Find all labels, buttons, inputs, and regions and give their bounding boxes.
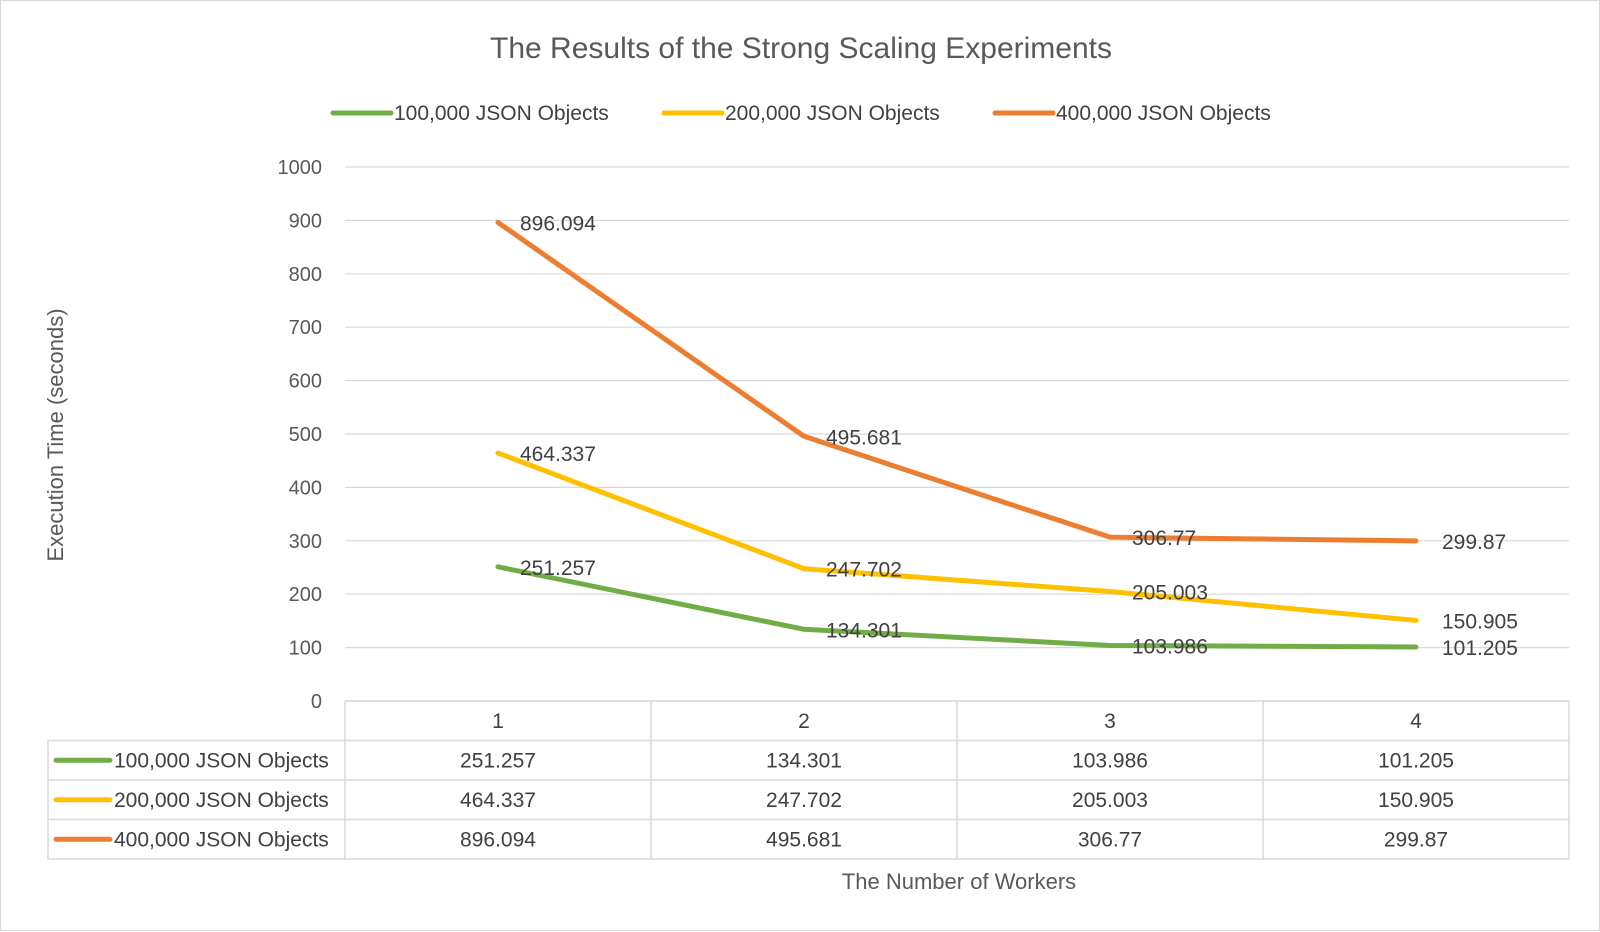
legend-label: 400,000 JSON Objects <box>1056 102 1271 125</box>
table-cell: 150.905 <box>1378 789 1454 812</box>
table-cell: 205.003 <box>1072 789 1148 812</box>
y-axis-title: Execution Time (seconds) <box>43 308 68 561</box>
y-tick-label: 200 <box>289 584 322 606</box>
x-tick-label: 4 <box>1410 710 1422 733</box>
y-axis-ticks: 0 100 200 300 400 500 600 700 800 900 1000 <box>278 157 323 713</box>
data-label: 103.986 <box>1132 635 1208 658</box>
legend-label: 200,000 JSON Objects <box>725 102 940 125</box>
y-tick-label: 900 <box>289 210 322 232</box>
series-lines <box>495 219 1419 650</box>
table-cell: 251.257 <box>460 749 536 772</box>
series-line <box>495 450 1419 623</box>
chart-title: The Results of the Strong Scaling Experi… <box>490 32 1112 65</box>
y-tick-label: 300 <box>289 531 322 553</box>
table-cell: 464.337 <box>460 789 536 812</box>
data-labels: 251.257 134.301 103.986 101.205 464.337 247.7… <box>520 212 1518 659</box>
legend: 100,000 JSON Objects 200,000 JSON Objects… <box>330 102 1271 125</box>
data-label: 306.77 <box>1132 527 1196 550</box>
data-label: 464.337 <box>520 443 596 466</box>
y-tick-label: 100 <box>289 638 322 660</box>
x-tick-label: 1 <box>492 710 504 733</box>
data-label: 495.681 <box>826 426 902 449</box>
table-cell: 896.094 <box>460 828 536 851</box>
series-line <box>495 219 1419 544</box>
y-tick-label: 600 <box>289 371 322 393</box>
data-label: 205.003 <box>1132 582 1208 605</box>
gridlines <box>345 166 1569 702</box>
data-label: 134.301 <box>826 619 902 642</box>
data-label: 299.87 <box>1442 531 1506 554</box>
table-cell: 495.681 <box>766 828 842 851</box>
table-cell: 134.301 <box>766 749 842 772</box>
table-row-label: 100,000 JSON Objects <box>114 749 329 772</box>
data-label: 251.257 <box>520 557 596 580</box>
y-tick-label: 500 <box>289 424 322 446</box>
y-tick-label: 800 <box>289 264 322 286</box>
y-tick-label: 400 <box>289 477 322 499</box>
table-row-label: 400,000 JSON Objects <box>114 828 329 851</box>
table-cell: 299.87 <box>1384 828 1448 851</box>
table-cell: 101.205 <box>1378 749 1454 772</box>
table-cell: 103.986 <box>1072 749 1148 772</box>
series-line <box>495 564 1419 650</box>
table-cell: 306.77 <box>1078 828 1142 851</box>
legend-label: 100,000 JSON Objects <box>394 102 609 125</box>
y-tick-label: 0 <box>311 691 322 713</box>
table-cell: 247.702 <box>766 789 842 812</box>
x-axis-title: The Number of Workers <box>842 869 1076 894</box>
data-label: 101.205 <box>1442 637 1518 660</box>
y-tick-label: 1000 <box>278 157 323 179</box>
y-tick-label: 700 <box>289 317 322 339</box>
data-table: 1 2 3 4 100,000 JSON Objects 251.257 134.301 10… <box>47 700 1570 860</box>
data-label: 896.094 <box>520 212 596 235</box>
x-tick-label: 3 <box>1104 710 1116 733</box>
data-label: 150.905 <box>1442 610 1518 633</box>
data-label: 247.702 <box>826 559 902 582</box>
table-row-label: 200,000 JSON Objects <box>114 789 329 812</box>
x-tick-label: 2 <box>798 710 810 733</box>
